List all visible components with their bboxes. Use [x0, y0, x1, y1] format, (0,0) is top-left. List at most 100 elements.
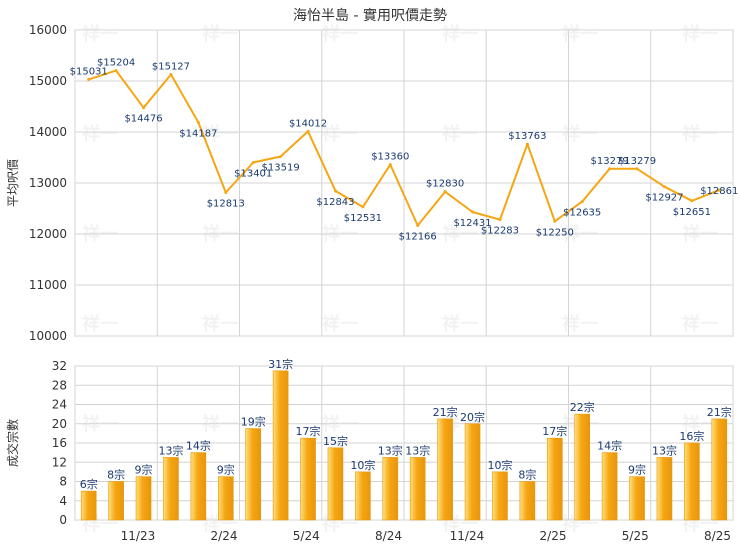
price-point	[635, 167, 639, 171]
watermark-text: 祥一	[82, 313, 118, 335]
volume-bar	[190, 452, 207, 521]
volume-data-label: 6宗	[80, 477, 98, 491]
volume-bar	[327, 447, 344, 521]
volume-y-tick-label: 28	[52, 378, 67, 392]
volume-bar	[711, 418, 728, 521]
volume-data-label: 9宗	[135, 463, 153, 477]
price-point	[553, 219, 557, 223]
volume-bar	[574, 413, 591, 521]
watermark-text: 祥一	[562, 23, 598, 45]
watermark-text: 祥一	[682, 123, 718, 145]
watermark-text: 祥一	[562, 313, 598, 335]
price-data-label: $15127	[152, 62, 190, 73]
volume-bar	[135, 476, 152, 521]
volume-data-label: 31宗	[268, 357, 293, 371]
x-tick-label: 11/24	[450, 529, 485, 543]
price-data-label: $13360	[371, 152, 409, 163]
volume-data-label: 17宗	[542, 424, 567, 438]
price-data-label: $13279	[591, 156, 629, 167]
volume-data-label: 9宗	[217, 463, 235, 477]
volume-data-label: 10宗	[487, 458, 512, 472]
volume-data-label: 13宗	[652, 443, 677, 457]
volume-data-label: 14宗	[186, 439, 211, 453]
watermark-text: 祥一	[442, 23, 478, 45]
volume-bar	[382, 457, 399, 521]
volume-data-label: 13宗	[378, 443, 403, 457]
price-point	[443, 190, 447, 194]
price-data-label: $14187	[179, 128, 217, 139]
price-point	[608, 167, 612, 171]
volume-bar	[163, 457, 179, 521]
volume-y-tick-label: 8	[59, 475, 67, 489]
volume-data-label: 13宗	[158, 443, 183, 457]
volume-bar	[272, 370, 289, 521]
volume-bar	[492, 471, 508, 521]
price-point	[416, 224, 420, 228]
price-y-tick-label: 10000	[29, 329, 67, 343]
price-data-label: $13519	[262, 163, 300, 174]
volume-data-label: 9宗	[628, 463, 646, 477]
volume-bar	[355, 471, 371, 521]
x-tick-label: 5/24	[293, 529, 320, 543]
volume-bar	[601, 452, 618, 521]
volume-data-label: 21宗	[433, 405, 458, 419]
price-data-label: $12283	[481, 226, 519, 237]
price-data-label: $13401	[234, 169, 272, 180]
volume-bar	[519, 481, 536, 521]
watermark-text: 祥一	[682, 313, 718, 335]
price-chart-grid	[74, 29, 734, 337]
volume-bar	[629, 476, 645, 521]
volume-bar	[409, 457, 426, 521]
x-tick-label: 8/25	[704, 529, 731, 543]
price-data-label: $13763	[508, 131, 546, 142]
volume-y-tick-label: 32	[52, 359, 67, 373]
watermark-text: 祥一	[202, 23, 238, 45]
price-point	[690, 199, 694, 203]
price-point	[662, 185, 666, 189]
volume-data-label: 16宗	[679, 429, 704, 443]
price-data-label: $12861	[700, 186, 738, 197]
price-point	[580, 200, 584, 204]
price-point	[388, 163, 392, 167]
watermark-text: 祥一	[202, 313, 238, 335]
x-tick-label: 5/25	[622, 529, 649, 543]
price-data-label: $14012	[289, 118, 327, 129]
watermark-text: 祥一	[562, 123, 598, 145]
volume-y-tick-label: 24	[52, 398, 67, 412]
volume-data-label: 13宗	[405, 443, 430, 457]
price-data-label: $12431	[453, 218, 491, 229]
price-data-label: $14476	[124, 114, 162, 125]
price-y-axis-label: 平均呎價	[6, 159, 20, 207]
volume-y-tick-label: 16	[52, 436, 67, 450]
volume-bar	[546, 437, 563, 521]
volume-y-tick-label: 20	[52, 417, 67, 431]
price-y-tick-label: 13000	[29, 176, 67, 190]
price-y-tick-label: 16000	[29, 23, 67, 37]
price-point	[169, 73, 173, 77]
price-y-tick-label: 15000	[29, 74, 67, 88]
price-point	[142, 106, 146, 110]
price-point	[251, 161, 255, 165]
volume-bar	[656, 457, 673, 521]
x-tick-label: 2/25	[540, 529, 567, 543]
price-point	[333, 189, 337, 193]
x-tick-label: 8/24	[375, 529, 402, 543]
volume-bar	[300, 437, 316, 521]
price-data-label: $12166	[399, 232, 437, 243]
volume-data-label: 19宗	[241, 415, 266, 429]
price-point	[306, 129, 310, 133]
watermark-text: 祥一	[322, 313, 358, 335]
price-data-label: $15204	[97, 58, 135, 69]
watermark-text: 祥一	[442, 313, 478, 335]
volume-data-label: 22宗	[570, 400, 595, 414]
price-point	[279, 155, 283, 159]
x-tick-label: 11/23	[121, 529, 156, 543]
volume-data-label: 15宗	[323, 434, 348, 448]
axes: 10000 11000 12000 13000 14000 15000 16000 0 4 8 12…	[5, 23, 731, 543]
volume-data-label: 14宗	[597, 439, 622, 453]
volume-bars	[80, 370, 728, 521]
price-data-label: $13279	[618, 156, 656, 167]
data-labels: $15031$15204 $14476 $15127 $14187 $12813 $134…	[70, 58, 739, 492]
